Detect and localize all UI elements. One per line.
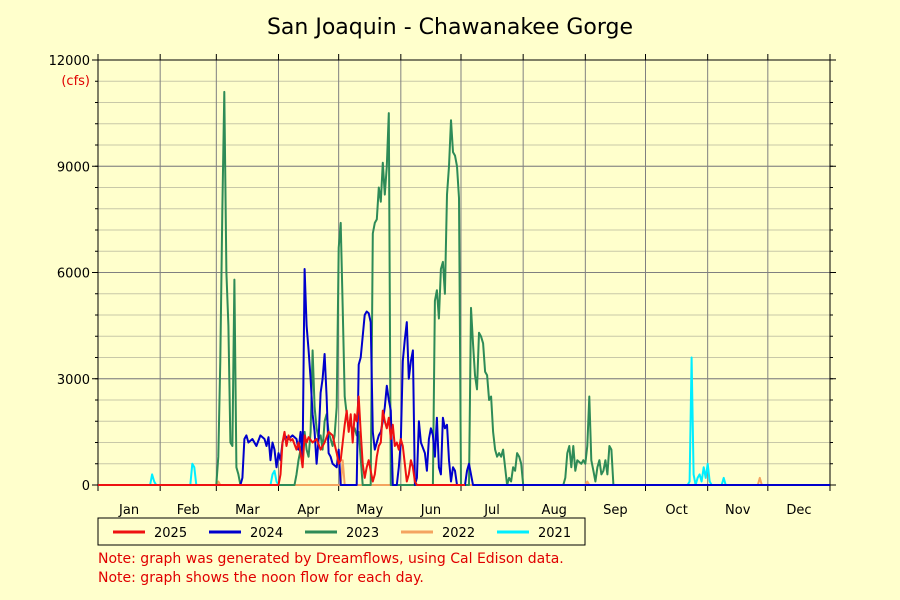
- axes: 0 3000 6000 9000 12000 Jan Feb Mar Apr May Jun Jul A…: [49, 54, 836, 518]
- y-tick-label: 9000: [57, 160, 90, 175]
- legend: 2025 2024 2023 2022 2021: [97, 517, 586, 546]
- legend-label-2021: 2021: [538, 526, 571, 541]
- x-tick-label: May: [356, 503, 383, 518]
- chart-title: San Joaquin - Chawanakee Gorge: [267, 15, 633, 40]
- y-unit-label: (cfs): [61, 74, 90, 89]
- legend-label-2023: 2023: [346, 526, 379, 541]
- x-tick-label: Jun: [420, 503, 441, 518]
- y-tick-label: 3000: [57, 373, 90, 388]
- series-line-2024: [98, 268, 830, 486]
- x-tick-label: Apr: [297, 503, 320, 518]
- x-tick-label: Sep: [603, 503, 628, 518]
- x-tick-label: Mar: [235, 503, 260, 518]
- x-tick-label: Feb: [177, 503, 200, 518]
- x-tick-label: Oct: [665, 503, 687, 518]
- y-tick-label: 12000: [49, 54, 90, 69]
- x-tick-label: Nov: [725, 503, 751, 518]
- grid: [97, 59, 831, 486]
- series-group: [98, 90, 830, 486]
- legend-label-2022: 2022: [442, 526, 475, 541]
- legend-label-2024: 2024: [250, 526, 283, 541]
- x-tick-label: Dec: [786, 503, 811, 518]
- series-line-2025: [98, 395, 465, 486]
- legend-label-2025: 2025: [154, 526, 187, 541]
- y-tick-label: 6000: [57, 267, 90, 282]
- series-line-2023: [98, 90, 830, 486]
- x-tick-label: Jul: [483, 503, 500, 518]
- x-tick-label: Jan: [118, 503, 139, 518]
- note-source: Note: graph was generated by Dreamflows,…: [98, 551, 564, 567]
- y-tick-label: 0: [82, 479, 90, 494]
- note-noon-flow: Note: graph shows the noon flow for each…: [98, 570, 424, 586]
- x-tick-label: Aug: [542, 503, 567, 518]
